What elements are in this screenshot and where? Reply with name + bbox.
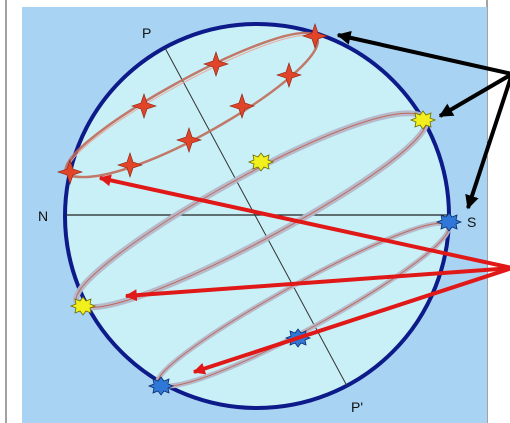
star-icon [147, 376, 175, 396]
star-icon [229, 93, 255, 119]
star-icon [435, 212, 463, 232]
label-n: N [38, 208, 48, 224]
black-arrows [336, 30, 510, 210]
top-circumpolar-path-inner [67, 35, 315, 175]
arrow-icon [465, 73, 510, 210]
star-icon [69, 296, 97, 316]
arrow-icon [124, 266, 510, 302]
label-p: P [142, 25, 151, 41]
star-icon [176, 127, 202, 153]
label-s: S [467, 214, 476, 230]
star-icon [302, 23, 328, 49]
star-icon [409, 110, 437, 130]
polar-axis [164, 47, 348, 387]
arrow-icon [438, 72, 510, 118]
circumpolar-stars [57, 23, 328, 185]
arrow-icon [336, 30, 510, 76]
star-icon [276, 62, 302, 88]
star-icon [57, 159, 83, 185]
star-icon [131, 93, 157, 119]
star-icon [117, 152, 143, 178]
label-p-prime: P' [351, 399, 363, 415]
arrow-icon [192, 266, 510, 375]
star-icon [247, 152, 275, 172]
sun-markers [69, 110, 437, 316]
star-icon [203, 51, 229, 77]
red-arrows [98, 174, 510, 375]
arrow-icon [98, 174, 510, 270]
